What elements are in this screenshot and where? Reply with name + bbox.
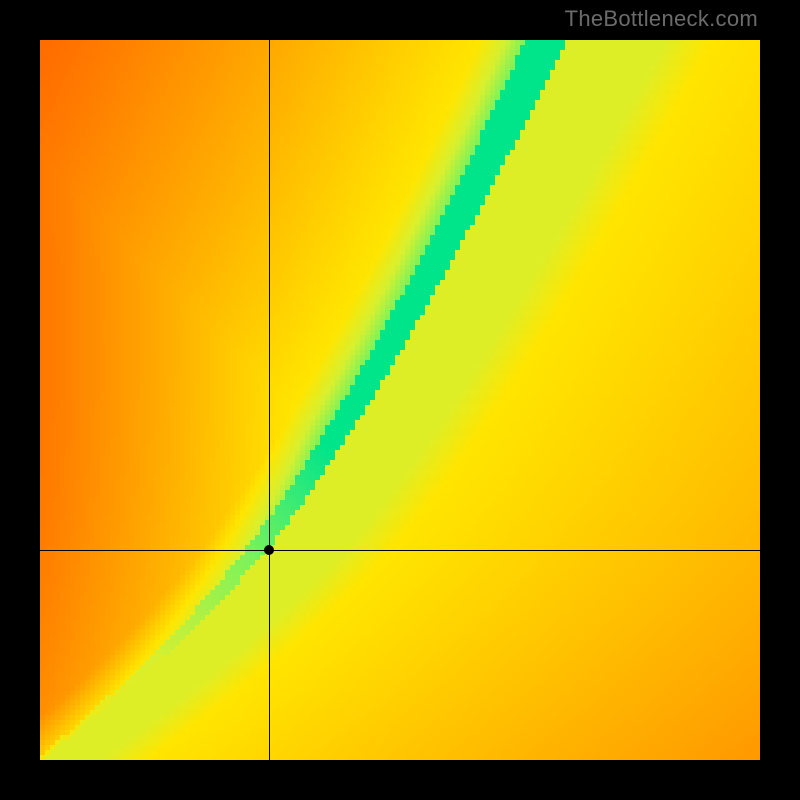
crosshair-horizontal [40, 550, 760, 551]
crosshair-marker [264, 545, 274, 555]
crosshair-vertical [269, 40, 270, 760]
bottleneck-heatmap [40, 40, 760, 760]
heatmap-canvas [40, 40, 760, 760]
watermark-text: TheBottleneck.com [565, 6, 758, 32]
